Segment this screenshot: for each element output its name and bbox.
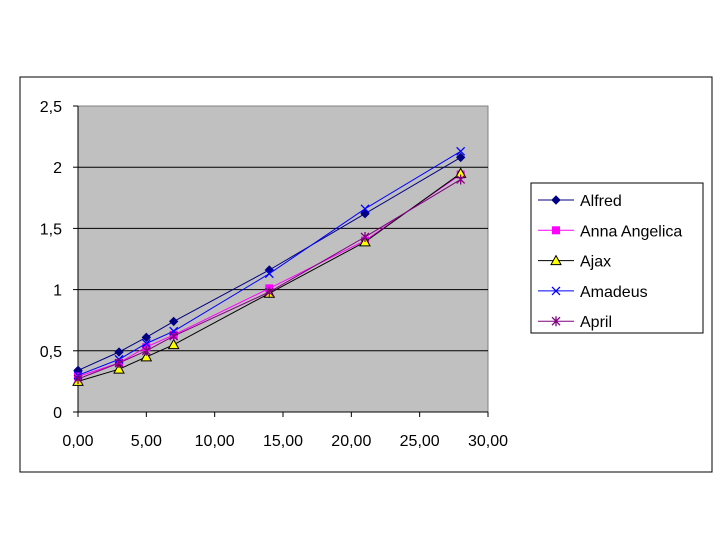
data-point xyxy=(456,146,466,156)
axes: 0 0,5 1 1,5 2 2,5 0,00 5,00 10,00 15,00 20,00 25,00… xyxy=(40,99,508,450)
y-tick-label: 1 xyxy=(53,283,62,300)
x-tick-label: 10,00 xyxy=(195,433,235,450)
y-tick-label: 0,5 xyxy=(40,344,62,361)
legend-label: Anna Angelica xyxy=(580,223,682,240)
data-point xyxy=(360,204,370,214)
legend-box xyxy=(530,182,704,334)
data-point xyxy=(168,316,179,327)
y-tick-label: 0 xyxy=(53,405,62,422)
data-point xyxy=(456,174,466,185)
y-tick-label: 2,5 xyxy=(40,99,62,116)
x-tick-label: 30,00 xyxy=(468,433,508,450)
legend-label: Alfred xyxy=(580,193,622,210)
legend-marker xyxy=(550,254,562,266)
legend-entry: Amadeus xyxy=(538,284,648,301)
legend-marker xyxy=(551,316,561,327)
legend-label: April xyxy=(580,314,612,331)
series-group xyxy=(72,146,467,386)
data-point xyxy=(73,373,83,384)
data-point xyxy=(141,345,151,356)
legend-marker xyxy=(552,226,560,235)
y-tick-label: 2 xyxy=(53,160,62,177)
y-tick-label: 1,5 xyxy=(40,221,62,238)
data-point xyxy=(141,338,151,348)
legend-entry: April xyxy=(538,314,612,331)
legend-entry: Ajax xyxy=(538,254,611,271)
legend-label: Ajax xyxy=(580,254,611,271)
data-point xyxy=(114,347,124,357)
x-tick-label: 20,00 xyxy=(331,433,371,450)
legend-entry: Alfred xyxy=(538,193,622,210)
data-point xyxy=(167,338,180,350)
series-april xyxy=(73,174,466,384)
data-point xyxy=(141,332,152,343)
x-tick-label: 5,00 xyxy=(131,433,162,450)
x-tick-label: 15,00 xyxy=(263,433,303,450)
legend: Alfred Anna Angelica Ajax Amadeus April xyxy=(530,182,704,334)
legend-marker xyxy=(551,195,561,205)
data-point xyxy=(264,269,274,279)
plot-area xyxy=(77,105,489,413)
x-tick-label: 25,00 xyxy=(400,433,440,450)
data-point xyxy=(360,231,370,242)
data-point xyxy=(114,358,124,369)
x-tick-label: 0,00 xyxy=(62,433,93,450)
data-point xyxy=(140,350,153,362)
data-point xyxy=(113,363,125,374)
legend-entry: Anna Angelica xyxy=(538,223,682,240)
legend-marker xyxy=(551,286,561,296)
data-point xyxy=(169,331,179,342)
legend-label: Amadeus xyxy=(580,284,648,301)
data-point xyxy=(264,287,274,298)
data-point xyxy=(455,152,466,163)
